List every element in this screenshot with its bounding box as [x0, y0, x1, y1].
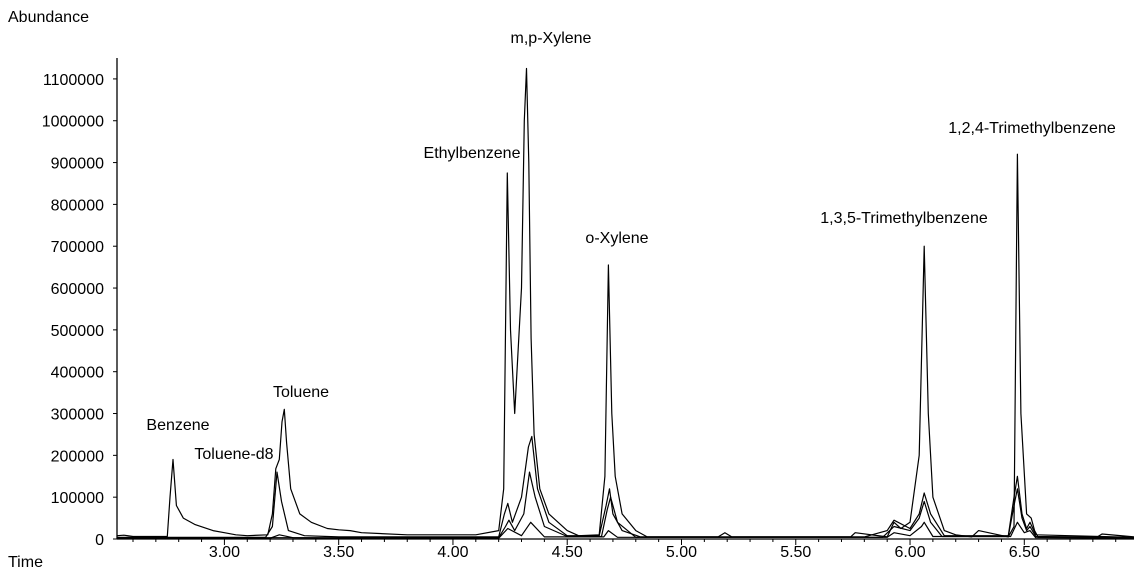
- peak-label: Toluene: [273, 384, 329, 401]
- peak-label: Ethylbenzene: [424, 145, 521, 162]
- x-tick-label: 4.00: [437, 544, 468, 561]
- y-tick-label: 900000: [51, 156, 104, 173]
- y-tick-label: 1100000: [43, 72, 104, 89]
- peak-label: Benzene: [146, 417, 209, 434]
- y-tick-label: 800000: [51, 197, 104, 214]
- peak-labels: Benzene Toluene-d8 Toluene Ethylbenzene m,p-…: [146, 30, 1115, 463]
- chromatogram-trace-1: [116, 67, 1134, 538]
- peak-label: 1,3,5-Trimethylbenzene: [820, 210, 988, 227]
- x-tick-label: 5.50: [780, 544, 811, 561]
- y-tick-label: 600000: [51, 281, 104, 298]
- peak-label: 1,2,4-Trimethylbenzene: [948, 120, 1116, 137]
- x-tick-label: 3.50: [323, 544, 354, 561]
- y-axis-label: Abundance: [8, 9, 89, 26]
- y-tick-label: 400000: [51, 365, 104, 382]
- x-tick-label: 5.00: [666, 544, 697, 561]
- y-tick-label: 300000: [51, 407, 104, 424]
- peak-label: Toluene-d8: [194, 446, 273, 463]
- y-tick-label: 500000: [51, 323, 104, 340]
- x-axis-label: Time: [8, 554, 43, 571]
- chromatogram-traces: [116, 67, 1134, 539]
- chromatogram-trace-4: [117, 521, 1134, 539]
- chromatogram-trace-2: [117, 435, 1134, 538]
- y-tick-label: 100000: [51, 490, 104, 507]
- x-axis-ticks: 3.00 3.50 4.00 4.50 5.00 5.50 6.00 6.50: [132, 539, 1117, 561]
- peak-label: o-Xylene: [585, 230, 648, 247]
- peak-label: m,p-Xylene: [511, 30, 592, 47]
- y-tick-label: 700000: [51, 239, 104, 256]
- x-tick-label: 4.50: [552, 544, 583, 561]
- y-tick-label: 200000: [51, 448, 104, 465]
- y-axis-ticks: 0 100000 200000 300000 400000 500000 600000 700…: [42, 72, 117, 549]
- x-tick-label: 6.00: [894, 544, 925, 561]
- y-tick-label: 0: [95, 532, 104, 549]
- x-tick-label: 3.00: [209, 544, 240, 561]
- y-tick-label: 1000000: [42, 114, 104, 131]
- x-tick-label: 6.50: [1009, 544, 1040, 561]
